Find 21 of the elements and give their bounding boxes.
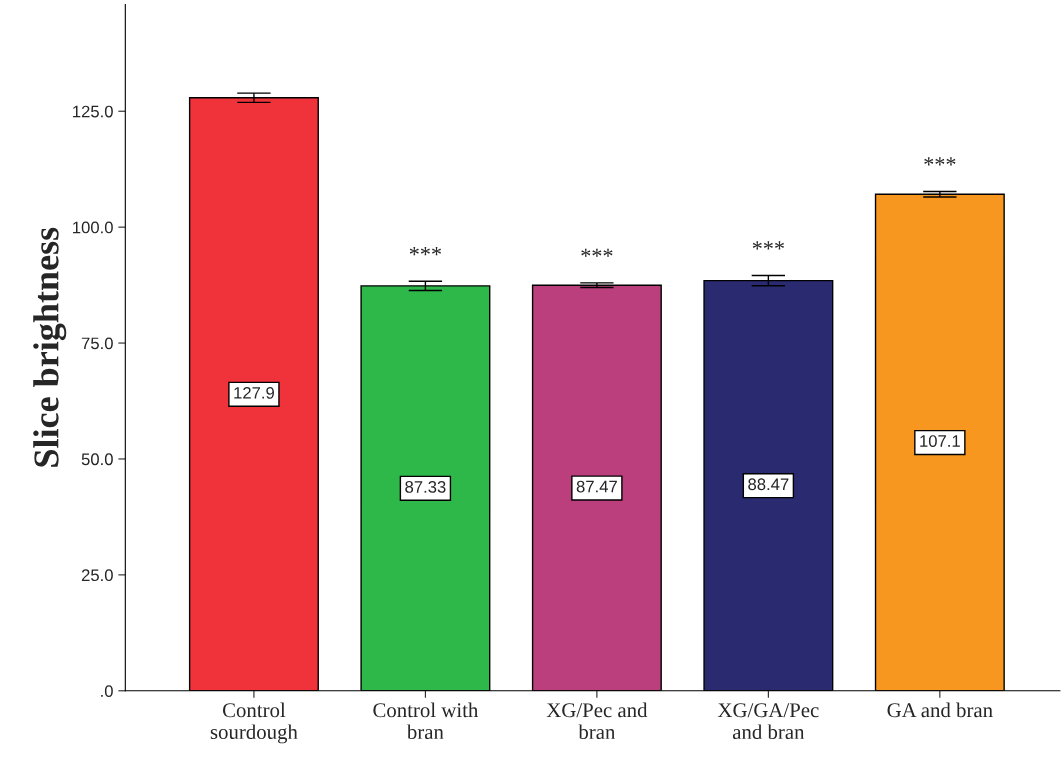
y-tick-label: .0 bbox=[101, 685, 113, 697]
y-tick-label: 125.0 bbox=[73, 105, 113, 118]
y-axis-title: Slice brightness bbox=[33, 227, 67, 467]
annotation: *** bbox=[752, 241, 784, 250]
x-tick-label: XG/Pec and bran bbox=[546, 702, 648, 740]
y-tick-label: 100.0 bbox=[73, 221, 113, 234]
x-tick-label: GA and bran bbox=[887, 702, 993, 718]
data-label: 127.9 bbox=[234, 386, 274, 399]
x-tick-label: XG/GA/Pec and bran bbox=[717, 703, 819, 740]
y-tick-label: 50.0 bbox=[81, 453, 113, 466]
x-tick-label: Control with bran bbox=[373, 702, 479, 740]
annotation: *** bbox=[924, 157, 956, 166]
y-tick-label: 75.0 bbox=[81, 337, 113, 350]
y-tick-label: 25.0 bbox=[81, 569, 113, 582]
data-label: 107.1 bbox=[920, 435, 960, 447]
data-label: 88.47 bbox=[748, 478, 789, 491]
annotation: *** bbox=[581, 248, 613, 257]
data-label: 87.33 bbox=[405, 481, 446, 493]
x-tick-label: Control sourdough bbox=[210, 702, 298, 744]
data-label: 87.47 bbox=[576, 480, 617, 493]
annotation: *** bbox=[409, 247, 442, 256]
